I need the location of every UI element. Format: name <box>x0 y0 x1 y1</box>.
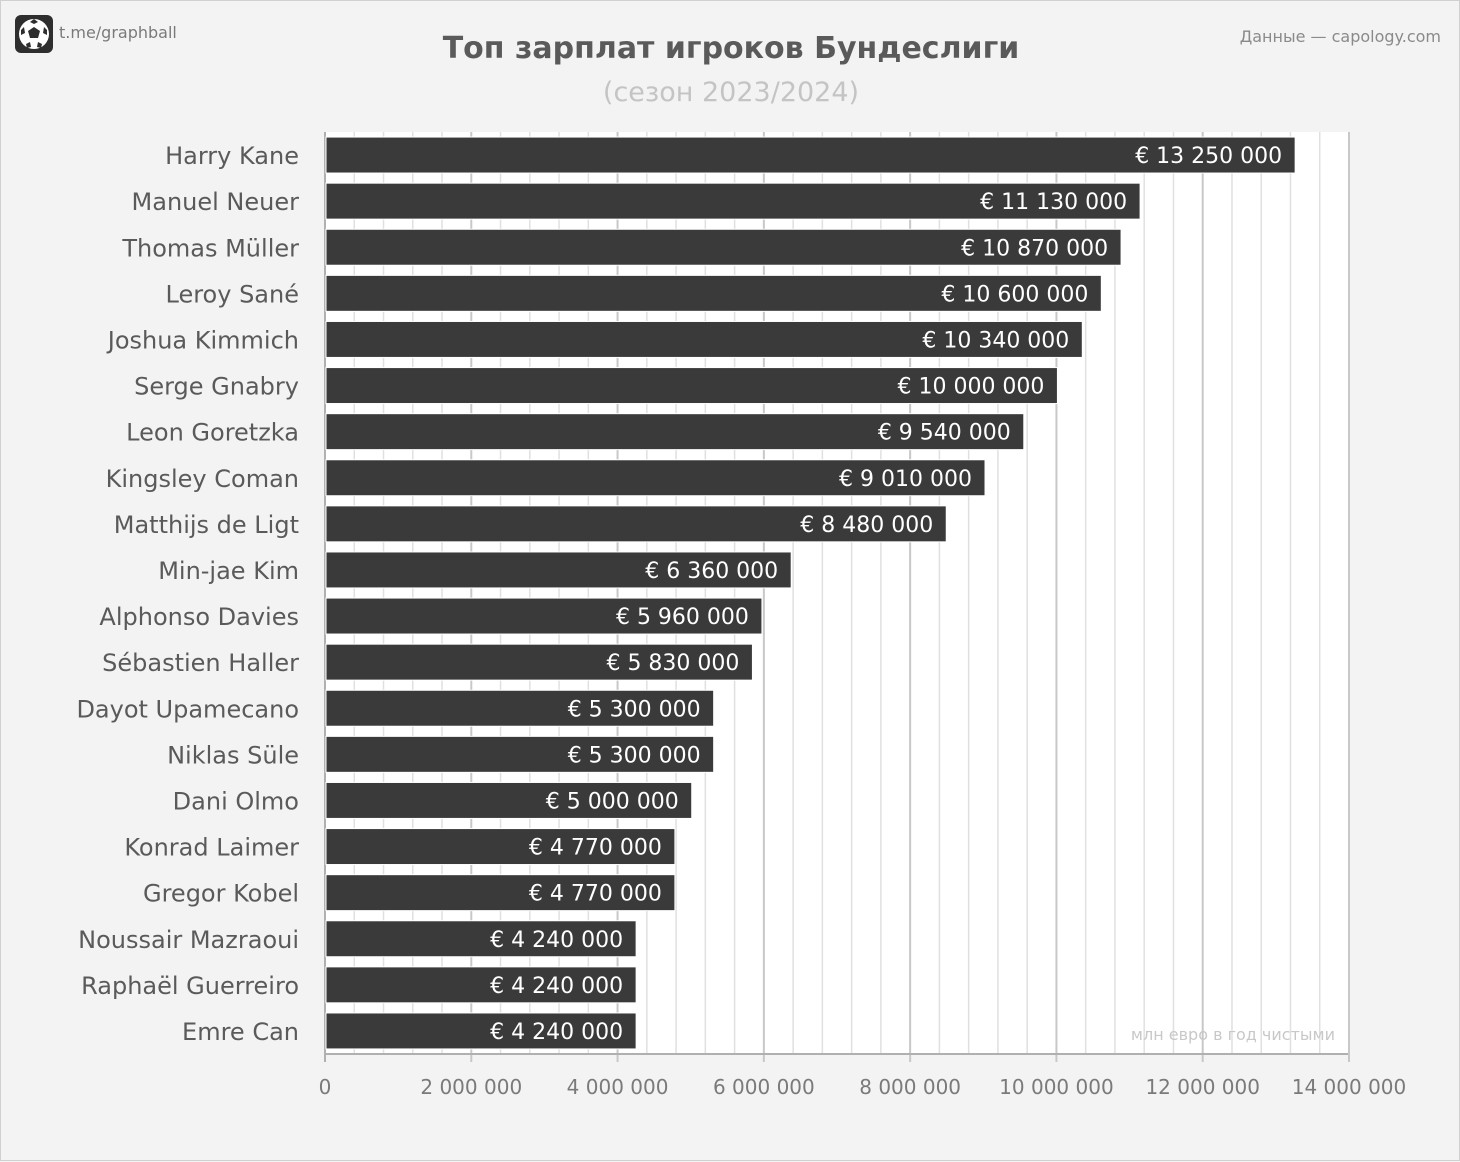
bar <box>325 828 676 866</box>
bar <box>325 228 1122 266</box>
bar <box>325 136 1296 174</box>
bar-value-label: € 4 240 000 <box>490 974 623 999</box>
category-label: Raphaël Guerreiro <box>81 972 299 1000</box>
bar <box>325 643 753 681</box>
x-tick-label: 8 000 000 <box>859 1075 961 1099</box>
bar <box>325 735 715 773</box>
x-tick-label: 6 000 000 <box>713 1075 815 1099</box>
category-label: Emre Can <box>182 1018 299 1046</box>
x-tick-label: 4 000 000 <box>567 1075 669 1099</box>
category-label: Thomas Müller <box>121 234 299 262</box>
plot-area <box>325 132 1349 1054</box>
bar-value-label: € 9 540 000 <box>878 421 1011 446</box>
category-label: Niklas Süle <box>167 741 299 769</box>
category-label: Leon Goretzka <box>126 419 299 447</box>
bar-value-label: € 5 960 000 <box>616 605 749 630</box>
unit-note: млн евро в год чистыми <box>1130 1025 1335 1044</box>
bar <box>325 966 637 1004</box>
category-label: Joshua Kimmich <box>106 326 299 354</box>
bar <box>325 505 947 543</box>
bar <box>325 274 1102 312</box>
bar <box>325 689 715 727</box>
category-label: Harry Kane <box>165 142 299 170</box>
bar <box>325 597 763 635</box>
chart-subtitle: (сезон 2023/2024) <box>602 77 860 108</box>
bar-value-label: € 10 000 000 <box>897 375 1044 400</box>
bar-value-label: € 5 830 000 <box>606 651 739 676</box>
x-tick-label: 14 000 000 <box>1292 1075 1407 1099</box>
category-label: Gregor Kobel <box>143 880 299 908</box>
bar-value-label: € 4 240 000 <box>490 1020 623 1045</box>
category-label: Noussair Mazraoui <box>78 926 299 954</box>
bar <box>325 1012 637 1050</box>
bar <box>325 920 637 958</box>
bar-value-label: € 5 000 000 <box>546 789 679 814</box>
category-labels: Harry Kane Manuel Neuer Thomas Müller Leroy… <box>76 142 299 1046</box>
bar-value-label: € 5 300 000 <box>568 697 701 722</box>
category-label: Dayot Upamecano <box>76 695 299 723</box>
category-label: Serge Gnabry <box>134 373 299 401</box>
bar-value-label: € 4 770 000 <box>529 882 662 907</box>
bar <box>325 320 1083 358</box>
category-label: Kingsley Coman <box>106 465 299 493</box>
bar-value-label: € 9 010 000 <box>839 467 972 492</box>
category-label: Matthijs de Ligt <box>114 511 299 539</box>
bar <box>325 367 1058 405</box>
category-label: Manuel Neuer <box>132 188 300 216</box>
chart-title: Топ зарплат игроков Бундеслиги <box>442 31 1020 66</box>
bar <box>325 551 792 589</box>
bar <box>325 874 676 912</box>
bar-value-label: € 11 130 000 <box>980 190 1127 215</box>
bar <box>325 413 1025 451</box>
category-label: Min-jae Kim <box>158 557 299 585</box>
bar-value-label: € 10 600 000 <box>941 282 1088 307</box>
channel-link[interactable]: t.me/graphball <box>59 23 177 42</box>
bar-value-label: € 10 870 000 <box>961 236 1108 261</box>
x-tick-label: 10 000 000 <box>999 1075 1114 1099</box>
bar <box>325 182 1141 220</box>
x-tick-label: 12 000 000 <box>1145 1075 1260 1099</box>
category-label: Leroy Sané <box>166 280 300 308</box>
data-source-note: Данные — capology.com <box>1239 27 1441 46</box>
bar-value-label: € 13 250 000 <box>1135 144 1282 169</box>
x-tick-label: 0 <box>319 1075 332 1099</box>
category-label: Sébastien Haller <box>102 649 299 677</box>
bar-value-label: € 10 340 000 <box>922 328 1069 353</box>
category-label: Dani Olmo <box>173 787 299 815</box>
bar-value-label: € 6 360 000 <box>645 559 778 584</box>
bar <box>325 459 986 497</box>
soccer-ball-icon <box>15 15 53 53</box>
category-label: Konrad Laimer <box>124 834 299 862</box>
category-label: Alphonso Davies <box>99 603 299 631</box>
bar-value-label: € 8 480 000 <box>800 513 933 538</box>
bar <box>325 781 693 819</box>
x-tick-labels: 0 2 000 000 4 000 000 6 000 000 8 000 000 10 … <box>319 1075 1407 1099</box>
axes <box>324 132 1350 1062</box>
bars: € 13 250 000 € 11 130 000 € 10 870 000 € 10… <box>325 136 1296 1050</box>
bar-value-label: € 4 240 000 <box>490 928 623 953</box>
bar-value-label: € 5 300 000 <box>568 743 701 768</box>
bar-value-label: € 4 770 000 <box>529 836 662 861</box>
x-tick-label: 2 000 000 <box>420 1075 522 1099</box>
